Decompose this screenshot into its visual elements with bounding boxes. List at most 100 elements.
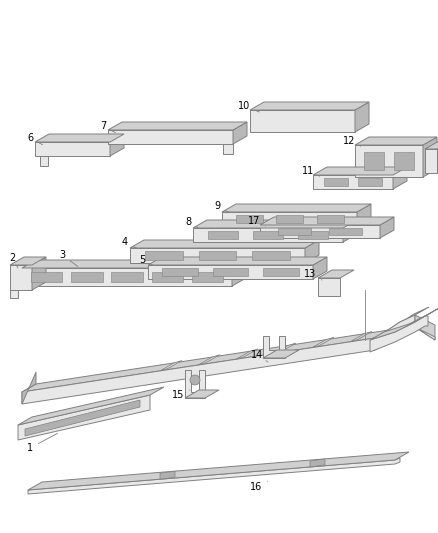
Polygon shape xyxy=(250,102,369,110)
Polygon shape xyxy=(110,134,124,156)
Polygon shape xyxy=(415,327,435,340)
Text: 14: 14 xyxy=(251,350,268,362)
Polygon shape xyxy=(358,178,382,186)
Polygon shape xyxy=(32,257,46,290)
Circle shape xyxy=(190,375,200,385)
Polygon shape xyxy=(263,336,285,358)
Polygon shape xyxy=(324,178,348,186)
Polygon shape xyxy=(236,215,262,223)
Polygon shape xyxy=(278,228,311,235)
Polygon shape xyxy=(318,278,340,296)
Polygon shape xyxy=(35,134,124,142)
Text: 3: 3 xyxy=(59,250,78,266)
Polygon shape xyxy=(236,349,258,359)
Text: 5: 5 xyxy=(139,255,152,265)
Polygon shape xyxy=(25,400,140,436)
Polygon shape xyxy=(350,332,372,342)
Polygon shape xyxy=(393,167,407,189)
Polygon shape xyxy=(18,395,150,440)
Polygon shape xyxy=(31,272,62,282)
Polygon shape xyxy=(388,326,410,336)
Polygon shape xyxy=(198,251,237,260)
Polygon shape xyxy=(380,217,394,238)
Polygon shape xyxy=(160,471,175,479)
Polygon shape xyxy=(28,458,400,494)
Text: 8: 8 xyxy=(185,217,200,229)
Polygon shape xyxy=(233,122,247,144)
Polygon shape xyxy=(252,251,290,260)
Polygon shape xyxy=(260,217,394,225)
Text: 12: 12 xyxy=(343,136,360,147)
Polygon shape xyxy=(423,137,437,177)
Polygon shape xyxy=(263,268,299,276)
Text: 6: 6 xyxy=(27,133,42,144)
Polygon shape xyxy=(22,268,232,286)
Polygon shape xyxy=(192,272,223,282)
Polygon shape xyxy=(160,360,182,371)
Text: 2: 2 xyxy=(9,253,18,268)
Polygon shape xyxy=(364,152,385,169)
Polygon shape xyxy=(22,315,415,404)
Polygon shape xyxy=(22,307,429,392)
Polygon shape xyxy=(185,390,219,398)
Polygon shape xyxy=(22,260,246,268)
Polygon shape xyxy=(145,251,183,260)
Polygon shape xyxy=(208,231,238,239)
Polygon shape xyxy=(250,110,355,132)
Polygon shape xyxy=(370,308,438,340)
Polygon shape xyxy=(329,228,362,235)
Polygon shape xyxy=(22,372,36,404)
Polygon shape xyxy=(355,145,423,177)
Polygon shape xyxy=(313,175,393,189)
Polygon shape xyxy=(71,272,102,282)
Polygon shape xyxy=(222,204,371,212)
Text: 13: 13 xyxy=(304,269,322,280)
Polygon shape xyxy=(298,231,328,239)
Polygon shape xyxy=(28,452,409,490)
Polygon shape xyxy=(232,260,246,286)
Polygon shape xyxy=(223,144,233,154)
Polygon shape xyxy=(18,387,164,425)
Polygon shape xyxy=(253,231,283,239)
Polygon shape xyxy=(313,257,327,279)
Polygon shape xyxy=(370,316,428,352)
Polygon shape xyxy=(130,248,305,263)
Polygon shape xyxy=(355,102,369,132)
Polygon shape xyxy=(35,142,110,156)
Polygon shape xyxy=(193,220,357,228)
Polygon shape xyxy=(393,152,414,169)
Text: 16: 16 xyxy=(250,481,268,492)
Polygon shape xyxy=(148,265,313,279)
Polygon shape xyxy=(355,137,437,145)
Polygon shape xyxy=(312,337,334,348)
Polygon shape xyxy=(111,272,143,282)
Text: 7: 7 xyxy=(100,121,116,133)
Polygon shape xyxy=(276,215,303,223)
Polygon shape xyxy=(425,149,437,173)
Text: 10: 10 xyxy=(238,101,259,112)
Polygon shape xyxy=(263,350,299,358)
Text: 11: 11 xyxy=(302,166,319,177)
Polygon shape xyxy=(357,204,371,226)
Polygon shape xyxy=(162,268,198,276)
Polygon shape xyxy=(193,228,343,242)
Polygon shape xyxy=(222,212,357,226)
Polygon shape xyxy=(152,272,183,282)
Polygon shape xyxy=(305,240,319,263)
Polygon shape xyxy=(148,257,327,265)
Polygon shape xyxy=(260,225,380,238)
Text: 1: 1 xyxy=(27,433,57,453)
Polygon shape xyxy=(108,122,247,130)
Polygon shape xyxy=(318,270,354,278)
Polygon shape xyxy=(198,354,220,365)
Polygon shape xyxy=(317,215,343,223)
Polygon shape xyxy=(108,130,233,144)
Polygon shape xyxy=(274,343,296,353)
Text: 17: 17 xyxy=(248,216,265,227)
Polygon shape xyxy=(415,315,435,340)
Polygon shape xyxy=(185,370,205,398)
Polygon shape xyxy=(40,156,48,166)
Polygon shape xyxy=(10,257,46,265)
Polygon shape xyxy=(10,290,18,298)
Text: 4: 4 xyxy=(122,237,138,249)
